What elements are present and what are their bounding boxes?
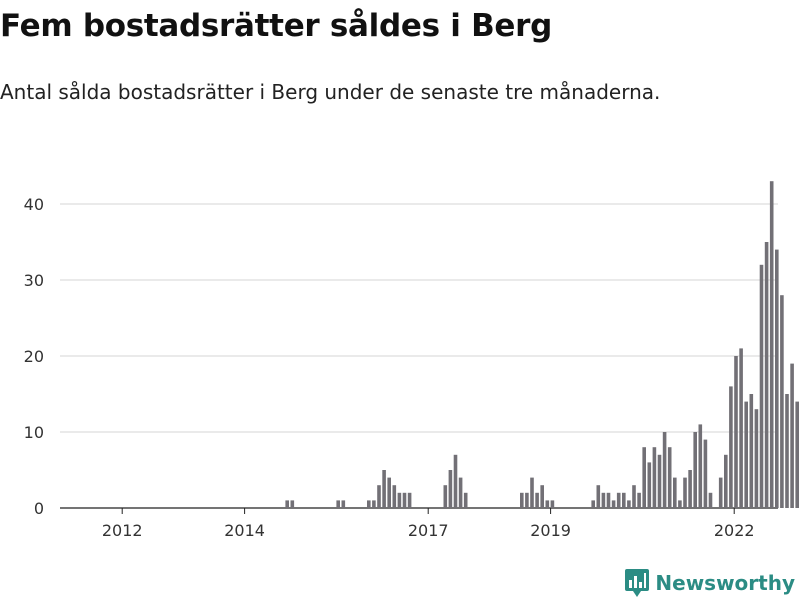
bar (453, 454, 458, 508)
bar (458, 477, 463, 508)
bar (662, 432, 667, 508)
bar (764, 242, 769, 508)
bar (688, 470, 692, 508)
x-tick-label: 2012 (102, 521, 143, 540)
newsworthy-logo: Newsworthy (625, 569, 795, 597)
x-tick-label: 2019 (530, 521, 571, 540)
bar (775, 249, 779, 508)
bar (790, 363, 794, 508)
bar (387, 477, 391, 508)
bar (382, 470, 386, 508)
y-tick-label: 0 (34, 499, 44, 518)
bar (759, 264, 764, 508)
bar (729, 386, 733, 508)
bar (336, 500, 340, 508)
bar (632, 485, 636, 508)
x-tick-label: 2017 (408, 521, 449, 540)
bar (652, 447, 657, 508)
bar (285, 500, 289, 508)
bar (703, 439, 708, 508)
bar (448, 470, 453, 508)
bar (525, 492, 529, 508)
y-tick-label: 10 (24, 423, 44, 442)
bar (611, 500, 616, 508)
bar (698, 424, 703, 508)
bar (637, 492, 641, 508)
x-tick-label: 2014 (224, 521, 265, 540)
bar (657, 454, 662, 508)
bar (734, 356, 738, 508)
bar (463, 492, 468, 508)
y-tick-label: 30 (24, 271, 44, 290)
bar (683, 477, 687, 508)
bar (754, 409, 759, 508)
bar (708, 492, 713, 508)
bar (443, 485, 448, 508)
bar (769, 181, 774, 508)
bar (785, 394, 789, 508)
bar (367, 500, 371, 508)
bar (667, 447, 672, 508)
chart-subtitle: Antal sålda bostadsrätter i Berg under d… (0, 80, 661, 104)
newsworthy-chart-icon (625, 569, 650, 597)
bar (392, 485, 397, 508)
chart-title: Fem bostadsrätter såldes i Berg (0, 8, 553, 44)
bar (397, 492, 402, 508)
bar (540, 485, 544, 508)
bar (642, 447, 646, 508)
bar (744, 401, 748, 508)
bars (285, 181, 799, 508)
bar (377, 485, 381, 508)
bar (627, 500, 631, 508)
bar (596, 485, 601, 508)
bar (601, 492, 606, 508)
x-tick-label: 2022 (714, 521, 755, 540)
bar (678, 500, 682, 508)
bar (780, 295, 784, 508)
bar (718, 477, 723, 508)
logo-text: Newsworthy (655, 571, 795, 595)
bar (545, 500, 550, 508)
bar (290, 500, 295, 508)
bar (693, 432, 697, 508)
bar (591, 500, 595, 508)
bar (795, 401, 799, 508)
bar (535, 492, 539, 508)
bar (402, 492, 407, 508)
bar (739, 348, 743, 508)
bar (749, 394, 754, 508)
bar (341, 500, 346, 508)
y-tick-label: 20 (24, 347, 44, 366)
bar (372, 500, 376, 508)
bar-chart: 0102030402012201420172019202220245 (24, 181, 799, 540)
bar (530, 477, 534, 508)
bar (407, 492, 412, 508)
bar (622, 492, 626, 508)
bar (647, 462, 652, 508)
bar (616, 492, 621, 508)
bar (673, 477, 677, 508)
bar (520, 492, 524, 508)
axis-labels: 0102030402012201420172019202220245 (24, 195, 755, 540)
y-tick-label: 40 (24, 195, 44, 214)
bar (724, 454, 728, 508)
bar (606, 492, 611, 508)
bar (550, 500, 555, 508)
